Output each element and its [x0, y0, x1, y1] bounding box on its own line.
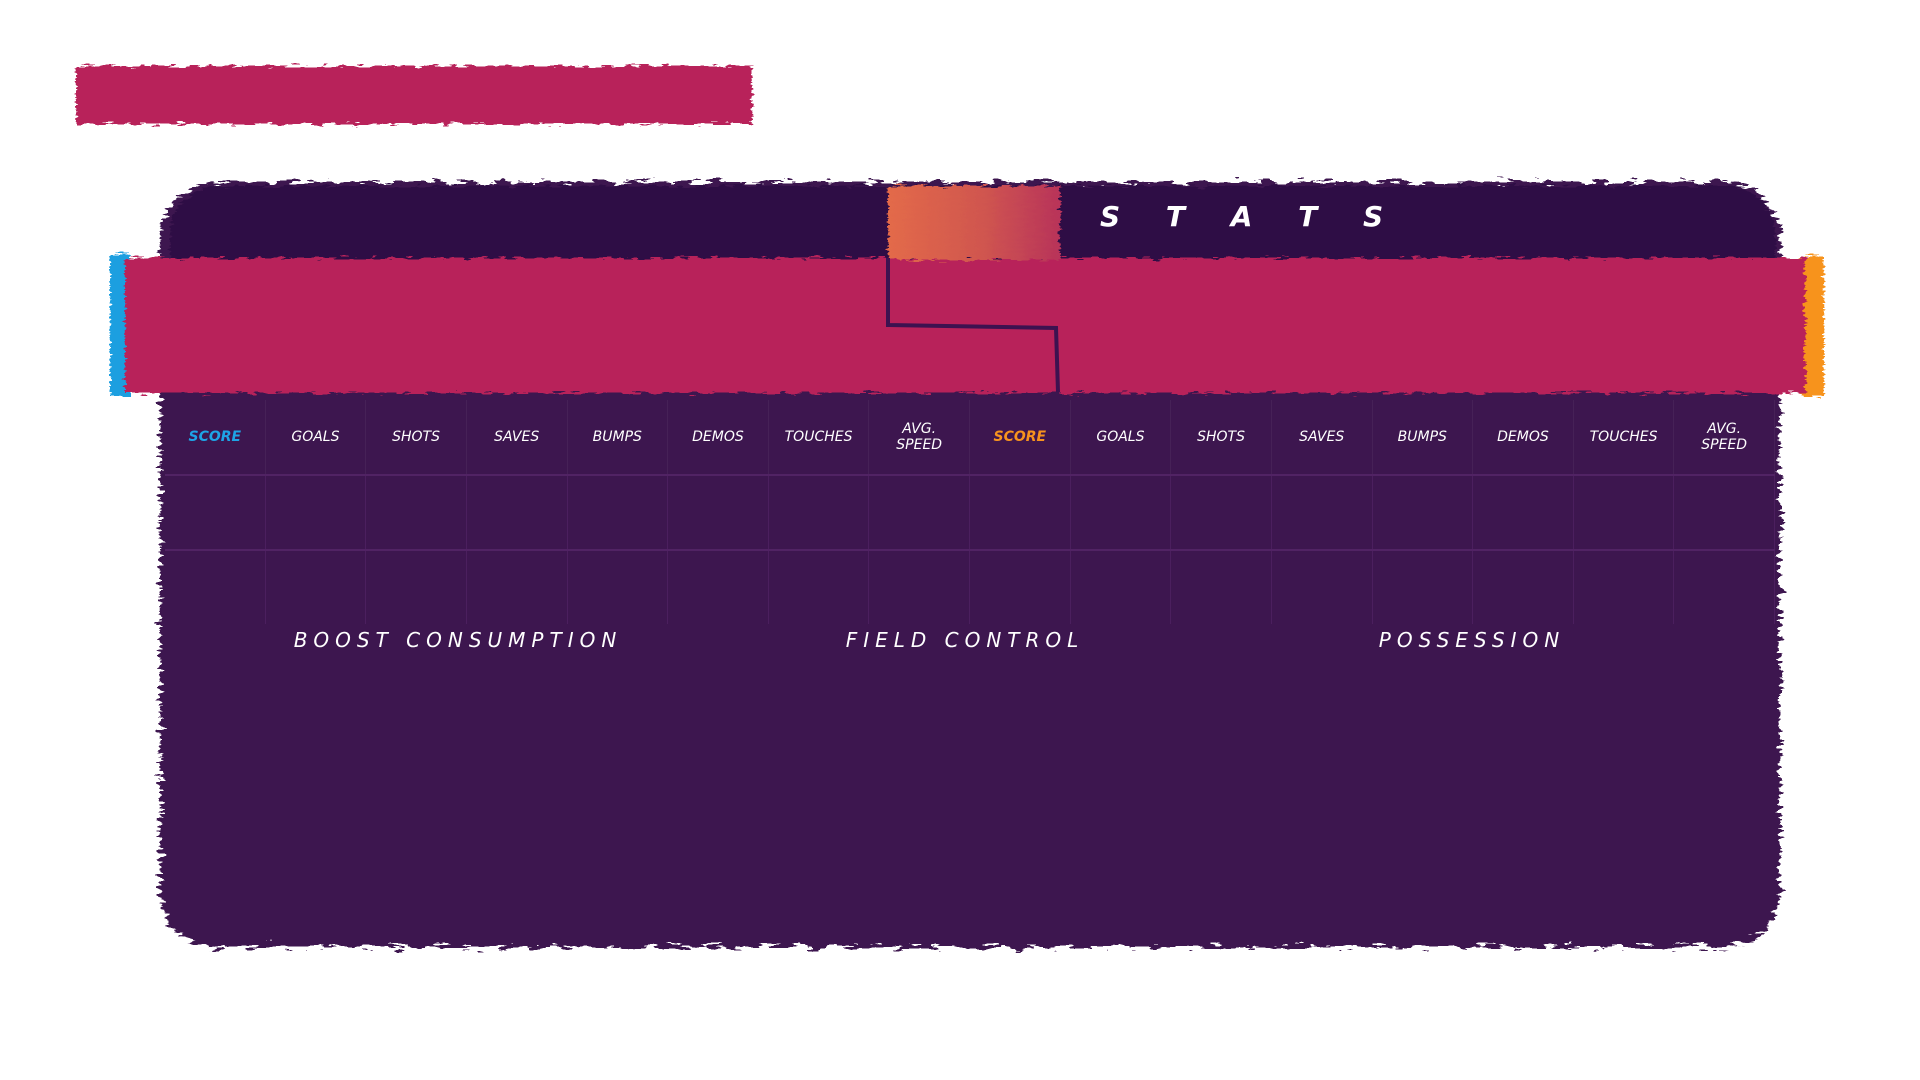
stats-grid: [165, 474, 1775, 624]
section-boost-consumption: BOOST CONSUMPTION: [293, 628, 623, 652]
blue-header-bumps: BUMPS: [568, 400, 669, 474]
stats-cell: [1373, 551, 1474, 624]
stats-cell: [970, 551, 1071, 624]
stats-cell: [568, 476, 669, 549]
blue-header-touches: TOUCHES: [769, 400, 870, 474]
blue-header-score: SCORE: [165, 400, 266, 474]
stats-cell: [1171, 551, 1272, 624]
stats-cell: [970, 476, 1071, 549]
stats-cell: [869, 551, 970, 624]
stats-cell: [1272, 551, 1373, 624]
stats-cell: [1674, 551, 1775, 624]
stats-cell: [1071, 551, 1172, 624]
orange-header-goals: GOALS: [1071, 400, 1172, 474]
stats-cell: [467, 476, 568, 549]
stats-cell: [869, 476, 970, 549]
blue-header-saves: SAVES: [467, 400, 568, 474]
stats-cell: [1574, 551, 1675, 624]
orange-header-demos: DEMOS: [1473, 400, 1574, 474]
stats-cell: [165, 476, 266, 549]
stats-cell: [769, 476, 870, 549]
team-names-band: [125, 258, 1805, 393]
top-banner: [76, 66, 752, 124]
orange-header-shots: SHOTS: [1171, 400, 1272, 474]
stats-cell: [366, 476, 467, 549]
stats-cell: [366, 551, 467, 624]
section-possession: POSSESSION: [1378, 628, 1566, 652]
stats-cell: [1171, 476, 1272, 549]
stats-cell: [1674, 476, 1775, 549]
stats-title: S T A T S: [1100, 200, 1402, 233]
stats-cell: [467, 551, 568, 624]
stats-row: [165, 549, 1775, 624]
stats-cell: [1071, 476, 1172, 549]
center-notch: [888, 186, 1060, 260]
blue-header-avg-speed: AVG. SPEED: [869, 400, 970, 474]
section-field-control: FIELD CONTROL: [845, 628, 1085, 652]
blue-header-shots: SHOTS: [366, 400, 467, 474]
stats-cell: [1473, 476, 1574, 549]
stats-cell: [668, 476, 769, 549]
stats-cell: [266, 551, 367, 624]
stats-cell: [668, 551, 769, 624]
orange-header-avg-speed: AVG. SPEED: [1674, 400, 1775, 474]
orange-header-saves: SAVES: [1272, 400, 1373, 474]
stats-cell: [1473, 551, 1574, 624]
orange-header-touches: TOUCHES: [1574, 400, 1675, 474]
stats-cell: [1574, 476, 1675, 549]
stats-cell: [266, 476, 367, 549]
orange-header-bumps: BUMPS: [1373, 400, 1474, 474]
stats-cell: [1373, 476, 1474, 549]
stat-column-headers: SCORE GOALS SHOTS SAVES BUMPS DEMOS TOUCHES AVG…: [165, 400, 1775, 474]
stats-row: [165, 474, 1775, 549]
stats-cell: [165, 551, 266, 624]
stats-cell: [769, 551, 870, 624]
blue-header-goals: GOALS: [266, 400, 367, 474]
stats-cell: [1272, 476, 1373, 549]
blue-header-demos: DEMOS: [668, 400, 769, 474]
stats-cell: [568, 551, 669, 624]
orange-header-score: SCORE: [970, 400, 1071, 474]
